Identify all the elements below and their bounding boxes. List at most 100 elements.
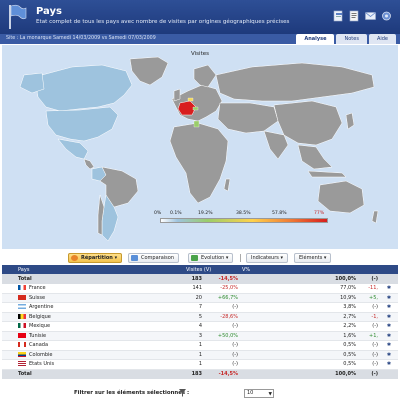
evolution-button[interactable]: Evolution ▾ (188, 253, 234, 263)
country-cell[interactable]: Colombie (16, 350, 184, 360)
tab-notes[interactable]: Notes (336, 34, 367, 44)
region-uk (173, 88, 181, 102)
region-central-america (83, 158, 95, 170)
region-switzerland (192, 106, 199, 111)
world-map: Visites 0% 0.1% 19.2% 38.5% 57.8% 77% (2, 45, 398, 249)
country-name: Tunisie (29, 332, 47, 339)
country-flag-icon (18, 285, 26, 290)
toolbar-divider (240, 254, 241, 262)
pct-cell: 3,8% (240, 302, 358, 313)
delta-cell: +5, (358, 293, 380, 303)
country-cell[interactable]: Argentine (16, 302, 184, 313)
page-header: Pays Etat complet de tous les pays avec … (0, 0, 400, 34)
region-africa (169, 122, 229, 204)
row-select[interactable] (2, 302, 16, 313)
pct-cell: 0,5% (240, 340, 358, 351)
pct-cell: 2,7% (240, 312, 358, 322)
row-select[interactable] (2, 359, 16, 370)
region-alaska (19, 72, 45, 94)
row-select[interactable] (2, 312, 16, 322)
country-flag-icon (18, 361, 26, 367)
page-title: Pays (36, 6, 62, 17)
action-star-icon[interactable]: ✱ (380, 312, 398, 322)
table-row[interactable]: France 141 -25,0% 77,0% -11, ✱ (2, 283, 398, 294)
change-cell: (-) (204, 302, 240, 313)
table-row[interactable]: Mexique 4 (-) 2,2% (-) ✱ (2, 321, 398, 332)
world-map-svg (19, 56, 379, 242)
export-icon[interactable] (333, 10, 344, 22)
pct-cell: 0,5% (240, 359, 358, 370)
scale-label: 77% (314, 211, 325, 216)
tab-aide[interactable]: Aide (368, 34, 396, 44)
country-cell[interactable]: Canada (16, 340, 184, 351)
country-cell[interactable]: Mexique (16, 321, 184, 332)
row-select[interactable] (2, 321, 16, 332)
visits-cell: 1 (184, 350, 204, 360)
region-indonesia (307, 170, 347, 178)
visits-column-header[interactable]: Visites (V) (184, 265, 240, 274)
country-cell[interactable]: Etats Unis (16, 359, 184, 370)
indicateurs-button[interactable]: Indicateurs ▾ (246, 253, 288, 263)
region-chile (97, 194, 105, 236)
visits-cell: 1 (184, 340, 204, 351)
action-star-icon[interactable]: ✱ (380, 321, 398, 332)
country-flag-icon (18, 323, 26, 329)
delta-cell: -1, (358, 312, 380, 322)
country-name: Etats Unis (29, 361, 55, 368)
country-cell[interactable]: Belgique (16, 312, 184, 322)
table-row[interactable]: Argentine 7 (-) 3,8% (-) ✱ (2, 302, 398, 313)
action-star-icon[interactable]: ✱ (380, 340, 398, 351)
table-row[interactable]: Tunisie 3 +50,0% 1,6% +1, ✱ (2, 331, 398, 341)
table-row[interactable]: Etats Unis 1 (-) 0,5% (-) ✱ (2, 359, 398, 370)
region-india (263, 130, 289, 160)
row-select[interactable] (2, 350, 16, 360)
action-star-icon[interactable]: ✱ (380, 293, 398, 303)
total-mark: (-) (358, 369, 380, 379)
email-icon[interactable] (365, 10, 376, 22)
pct-cell: 10,9% (240, 293, 358, 303)
total-label: Total (16, 369, 184, 379)
region-central-asia (217, 102, 279, 134)
table-row[interactable]: Canada 1 (-) 0,5% (-) ✱ (2, 340, 398, 351)
action-star-icon[interactable]: ✱ (380, 331, 398, 341)
delta-cell: (-) (358, 350, 380, 360)
row-select[interactable] (2, 331, 16, 341)
row-select[interactable] (2, 340, 16, 351)
action-star-icon[interactable]: ✱ (380, 302, 398, 313)
region-japan (345, 112, 355, 130)
total-pct: 100,0% (240, 369, 358, 379)
repartition-button[interactable]: Répartition ▾ (68, 253, 123, 263)
country-cell[interactable]: France (16, 283, 184, 294)
delta-cell: +1, (358, 331, 380, 341)
table-row[interactable]: Suisse 20 +66,7% 10,9% +5, ✱ (2, 293, 398, 303)
region-southeast-asia (297, 144, 333, 170)
elements-button[interactable]: Eléments ▾ (294, 253, 332, 263)
comparaison-button[interactable]: Comparaison (128, 253, 180, 263)
country-flag-icon (18, 313, 26, 319)
countries-table: Pays Visites (V) V% Total 183 -14,5% 100… (2, 265, 398, 379)
tab-analyse[interactable]: Analyse (296, 34, 335, 44)
change-cell: +66,7% (204, 293, 240, 303)
country-cell[interactable]: Tunisie (16, 331, 184, 341)
row-select[interactable] (2, 293, 16, 303)
row-select[interactable] (2, 283, 16, 294)
action-star-icon[interactable]: ✱ (380, 283, 398, 294)
country-flag-icon (18, 304, 26, 310)
country-column-header[interactable]: Pays (16, 265, 184, 274)
visits-cell: 141 (184, 283, 204, 294)
change-cell: -25,0% (204, 283, 240, 294)
country-cell[interactable]: Suisse (16, 293, 184, 303)
table-row[interactable]: Colombie 1 (-) 0,5% (-) ✱ (2, 350, 398, 360)
action-star-icon[interactable]: ✱ (380, 359, 398, 370)
change-cell: (-) (204, 340, 240, 351)
page-size-select[interactable]: 10 ▼ (244, 389, 274, 398)
settings-icon[interactable] (381, 10, 392, 22)
document-icon[interactable] (349, 10, 360, 22)
action-star-icon[interactable]: ✱ (380, 350, 398, 360)
table-row[interactable]: Belgique 5 -28,6% 2,7% -1, ✱ (2, 312, 398, 322)
region-russia (215, 62, 375, 102)
select-column-header (2, 265, 16, 274)
filter-icon[interactable] (179, 389, 186, 397)
delta-column-header (358, 265, 380, 274)
pct-column-header[interactable]: V% (240, 265, 358, 274)
